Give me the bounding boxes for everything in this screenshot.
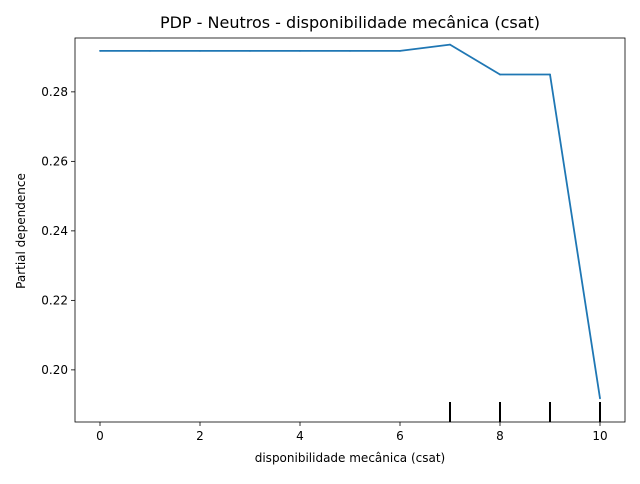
data-point [499,73,501,76]
y-tick-label: 0.26 [41,154,68,168]
x-tick-label: 4 [296,429,304,443]
x-axis-label: disponibilidade mecânica (csat) [255,451,446,465]
data-point [549,73,551,76]
y-tick-label: 0.20 [41,363,68,377]
plot-frame [74,37,626,423]
x-tick-label: 6 [396,429,404,443]
x-tick-label: 2 [196,429,204,443]
x-tick-label: 10 [592,429,607,443]
x-tick-label: 8 [496,429,504,443]
y-tick-label: 0.28 [41,85,68,99]
y-axis-label: Partial dependence [14,173,28,289]
data-point [249,49,251,52]
x-tick-label: 0 [96,429,104,443]
data-point [149,49,151,52]
y-tick-label: 0.22 [41,293,68,307]
data-point [599,397,601,400]
data-point [399,49,401,52]
data-point [449,43,451,46]
y-tick-label: 0.24 [41,224,68,238]
data-point [199,49,201,52]
data-point [99,49,101,52]
chart-title: PDP - Neutros - disponibilidade mecânica… [160,13,540,32]
data-point [349,49,351,52]
data-point [299,49,301,52]
